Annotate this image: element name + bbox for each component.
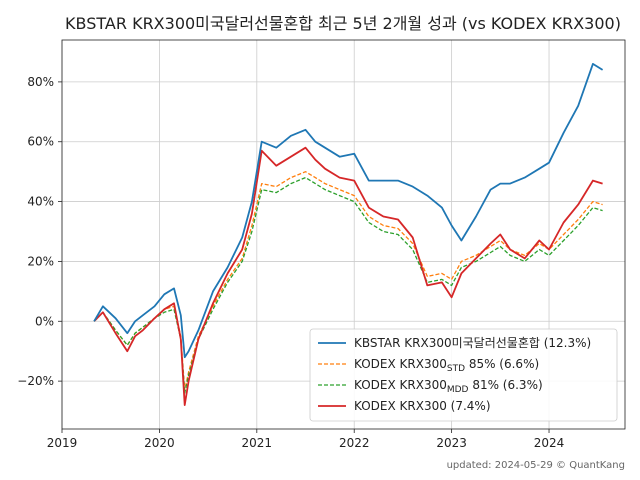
legend-label: KODEX KRX300MDD 81% (6.3%) [354,378,543,395]
x-tick-label: 2021 [242,436,273,450]
y-tick-label: 20% [27,254,54,268]
legend: KBSTAR KRX300미국달러선물혼합 (12.3%) KODEX KRX30… [309,328,618,422]
legend-label: KODEX KRX300STD 85% (6.6%) [354,357,539,374]
footer-credit: updated: 2024-05-29 © QuantKang [447,460,625,471]
series-line-3 [93,146,603,407]
x-tick-label: 2023 [436,436,467,450]
legend-box [309,328,618,422]
series-layer [93,63,604,407]
x-tick-label: 2022 [339,436,370,450]
x-tick-label: 2019 [47,436,78,450]
legend-label: KBSTAR KRX300미국달러선물혼합 (12.3%) [354,336,591,350]
y-tick-label: 80% [27,75,54,89]
y-tick-label: 40% [27,195,54,209]
y-tick-label: 0% [35,314,54,328]
x-tick-label: 2024 [534,436,565,450]
series-line-2 [93,176,603,394]
x-tick-label: 2020 [144,436,175,450]
y-tick-label: −20% [17,374,54,388]
grid [61,40,625,429]
legend-label: KODEX KRX300 (7.4%) [354,399,491,413]
ticks: 2019 2020 2021 2022 2023 2024 −20% 0% 20% 40% 60% 8… [17,75,564,450]
plot-frame [61,39,626,430]
series-line-0 [93,63,604,359]
y-tick-label: 60% [27,135,54,149]
chart-title: KBSTAR KRX300미국달러선물혼합 최근 5년 2개월 성과 (vs K… [65,14,621,33]
